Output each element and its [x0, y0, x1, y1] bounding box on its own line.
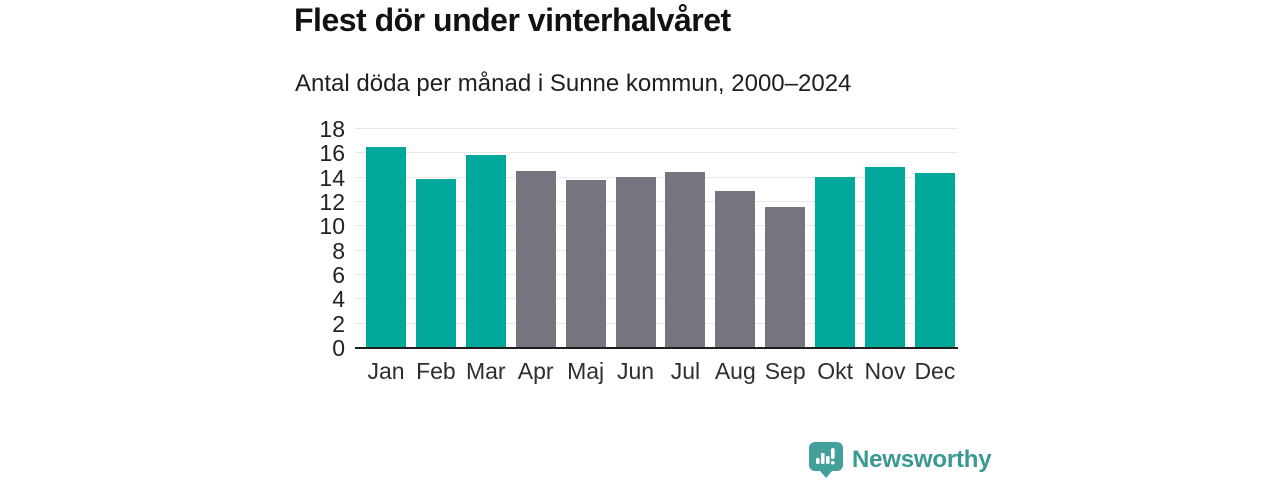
- y-tick-18: 18: [319, 116, 345, 142]
- gridline-4: [355, 298, 958, 300]
- bar-okt: [815, 176, 856, 347]
- x-tick-jan: Jan: [367, 358, 405, 384]
- gridline-16: [355, 152, 958, 154]
- y-tick-16: 16: [319, 140, 345, 167]
- chart-subtitle: Antal döda per månad i Sunne kommun, 200…: [295, 70, 852, 97]
- y-tick-6: 6: [332, 262, 345, 288]
- bar-jan: [366, 147, 406, 347]
- gridline-8: [355, 249, 958, 251]
- y-tick-0: 0: [332, 335, 345, 361]
- y-tick-12: 12: [319, 189, 345, 215]
- bar-nov: [865, 166, 905, 347]
- bar-dec: [914, 173, 955, 347]
- gridline-6: [355, 274, 958, 275]
- bar-mar: [465, 154, 506, 347]
- x-tick-feb: Feb: [416, 358, 456, 384]
- brand-name: Newsworthy: [852, 446, 992, 473]
- y-tick-14: 14: [319, 164, 345, 191]
- gridline-18: [355, 128, 958, 129]
- x-tick-apr: Apr: [517, 358, 554, 384]
- bar-aug: [715, 191, 756, 347]
- x-tick-aug: Aug: [714, 358, 756, 384]
- x-tick-maj: Maj: [567, 358, 605, 384]
- gridline-12: [355, 201, 958, 202]
- plot-area: [355, 128, 958, 349]
- bar-feb: [415, 179, 456, 347]
- bar-apr: [515, 170, 556, 347]
- bar-jul: [665, 171, 706, 347]
- bar-maj: [565, 180, 606, 347]
- bar-jun: [615, 176, 656, 347]
- x-tick-sep: Sep: [764, 358, 806, 384]
- gridline-10: [355, 225, 958, 227]
- x-tick-okt: Okt: [817, 358, 853, 384]
- y-tick-4: 4: [332, 286, 345, 313]
- newsworthy-bar-chart-bubble-icon: [809, 442, 843, 478]
- x-tick-jul: Jul: [670, 358, 701, 384]
- y-tick-10: 10: [319, 213, 345, 240]
- x-tick-nov: Nov: [864, 358, 906, 384]
- y-tick-2: 2: [332, 310, 345, 337]
- bar-sep: [765, 207, 806, 347]
- chart-title: Flest dör under vinterhalvåret: [294, 2, 731, 38]
- gridline-14: [355, 176, 958, 178]
- x-tick-jun: Jun: [616, 358, 655, 384]
- x-tick-mar: Mar: [465, 358, 506, 384]
- x-tick-dec: Dec: [914, 358, 956, 384]
- brand-logo: Newsworthy: [809, 442, 992, 478]
- x-axis-line: [355, 347, 958, 349]
- gridline-2: [355, 322, 958, 324]
- y-tick-8: 8: [332, 237, 345, 264]
